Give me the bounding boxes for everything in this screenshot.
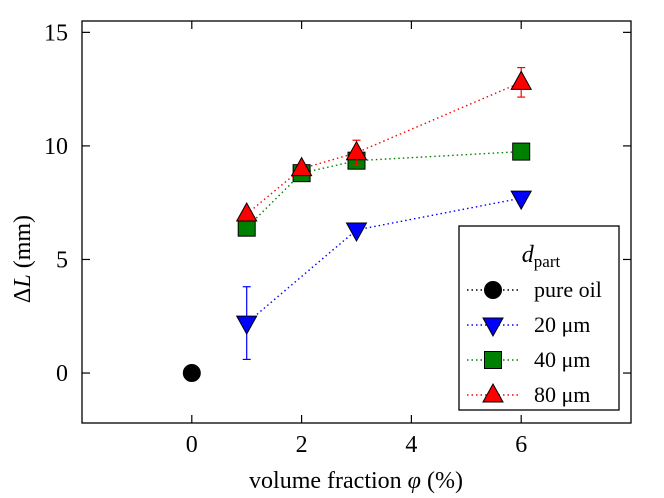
series-3 (235, 66, 533, 222)
series-line (246, 150, 522, 229)
data-point (290, 156, 313, 177)
legend-entry: pure oil (467, 277, 602, 302)
y-tick-label: 0 (56, 361, 68, 387)
series-2 (237, 142, 531, 237)
series-1 (235, 190, 533, 361)
x-axis-label: volume fraction φ (%) (249, 468, 463, 494)
plot-frame (81, 20, 632, 424)
legend-entry: 20 μm (467, 312, 590, 338)
series-line (246, 81, 522, 215)
legend-label: pure oil (534, 277, 602, 302)
x-tick-label: 4 (405, 432, 417, 458)
data-point (235, 202, 258, 222)
legend-marker (484, 351, 502, 369)
y-tick-label: 5 (56, 247, 68, 273)
data-point (345, 140, 368, 161)
legend-entry: 40 μm (467, 347, 590, 372)
data-point (512, 142, 531, 161)
series-0 (182, 364, 201, 383)
legend-title: dpart (522, 242, 561, 271)
data-point (510, 70, 533, 90)
legend-label: 80 μm (534, 382, 590, 407)
data-point (237, 218, 256, 237)
legend-label: 40 μm (534, 347, 590, 372)
data-point (345, 222, 368, 242)
legend: dpart pure oil 20 μm 40 μm 80 μm (458, 225, 620, 411)
y-tick-label: 10 (44, 134, 68, 160)
x-tick-label: 2 (296, 432, 308, 458)
y-axis-label: ΔL (mm) (10, 215, 36, 303)
data-point (182, 364, 201, 383)
legend-marker (482, 317, 504, 338)
data-point (235, 315, 258, 336)
plot-area: 0 2 4 6 0 5 10 15 (44, 20, 632, 458)
legend-entry: 80 μm (467, 382, 590, 407)
x-tick-label: 6 (515, 432, 527, 458)
legend-marker (482, 382, 504, 403)
x-tick-label: 0 (186, 432, 198, 458)
data-point (510, 190, 533, 211)
legend-label: 20 μm (534, 312, 590, 337)
y-tick-label: 15 (44, 20, 68, 46)
legend-marker (484, 281, 502, 299)
